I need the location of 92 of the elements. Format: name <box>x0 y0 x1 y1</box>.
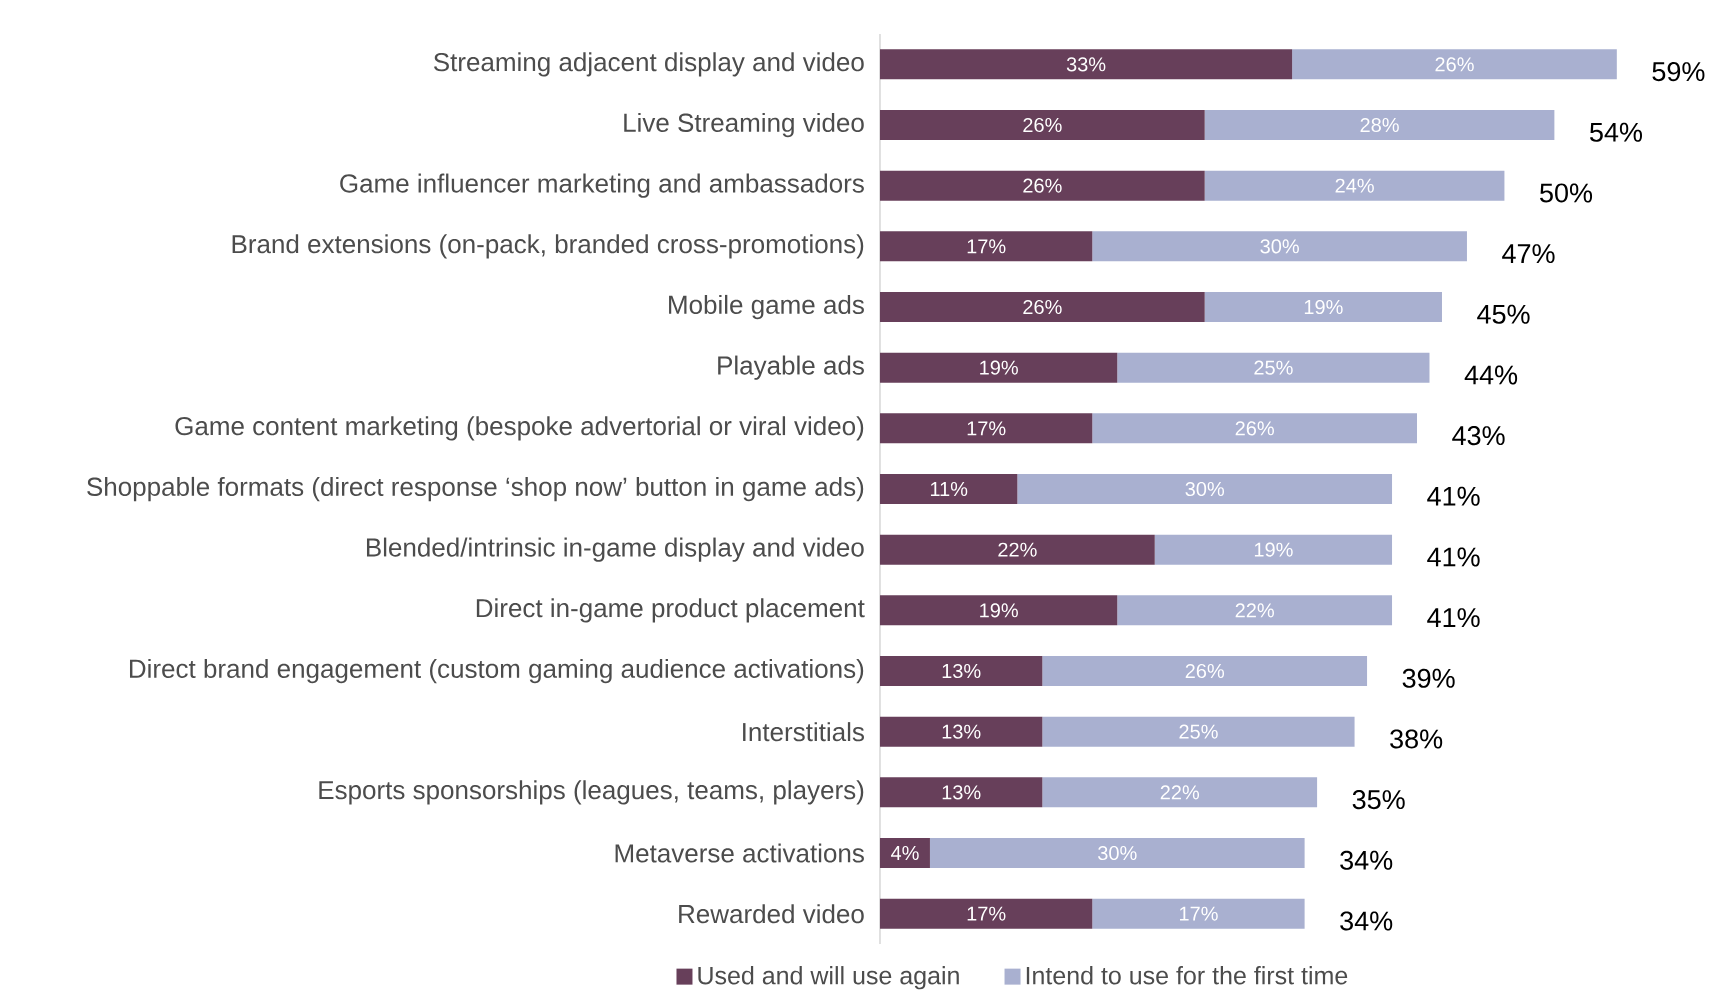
total-label: 41% <box>1427 547 1480 567</box>
bar <box>1117 595 1393 626</box>
bar <box>879 656 1043 687</box>
bar <box>929 838 1305 869</box>
bar <box>1092 898 1305 929</box>
data-label: 4% <box>891 846 919 861</box>
bar <box>879 292 1205 323</box>
bar <box>1092 231 1467 262</box>
data-label: 11% <box>930 481 968 497</box>
total-label: 34% <box>1340 911 1393 931</box>
y-tick-label: Playable ads <box>718 355 864 380</box>
data-label: 24% <box>1335 178 1374 193</box>
total-label: 41% <box>1427 608 1480 628</box>
data-label: 22% <box>1235 603 1274 618</box>
bar <box>879 413 1093 444</box>
data-label: 26% <box>1185 663 1225 679</box>
y-tick-label: Streaming adjacent display and video <box>433 52 864 77</box>
y-tick-label: Game content marketing (bespoke advertorial or viral video) <box>175 416 864 441</box>
y-tick-label: Live Streaming video <box>624 112 864 138</box>
legend-label: Used and will use again <box>698 966 959 990</box>
y-tick-label: Metaverse activations <box>615 843 864 863</box>
bar <box>879 170 1205 201</box>
y-tick-label: Direct in-game product placement <box>476 598 865 623</box>
bar <box>879 595 1118 626</box>
total-label: 35% <box>1352 790 1405 810</box>
data-label: 30% <box>1098 845 1137 861</box>
legend-label: Intend to use for the first time <box>1026 966 1348 985</box>
data-label: 26% <box>1023 178 1062 193</box>
data-label: 25% <box>1179 724 1218 739</box>
total-label: 54% <box>1589 122 1642 142</box>
bar <box>879 777 1043 808</box>
bar <box>879 110 1205 141</box>
y-tick-label: Direct brand engagement (custom gaming audience activations) <box>129 658 864 684</box>
bar <box>1117 352 1430 383</box>
data-label: 26% <box>1023 299 1062 315</box>
data-label: 17% <box>967 906 1006 921</box>
total-label: 47% <box>1502 244 1555 264</box>
data-label: 17% <box>1179 906 1218 921</box>
data-label: 17% <box>967 239 1006 254</box>
total-label: 50% <box>1540 183 1593 203</box>
bar <box>1042 777 1318 808</box>
bar <box>879 898 1093 929</box>
data-label: 13% <box>942 785 981 800</box>
data-label: 30% <box>1260 239 1299 254</box>
y-tick-label: Mobile game ads <box>669 294 864 320</box>
total-label: 44% <box>1464 365 1518 385</box>
y-tick-label: Rewarded video <box>679 904 864 924</box>
data-label: 26% <box>1435 57 1474 72</box>
data-label: 19% <box>980 603 1018 618</box>
total-label: 41% <box>1427 486 1480 506</box>
bar <box>879 716 1043 747</box>
bar <box>1042 656 1368 687</box>
bar <box>879 49 1293 80</box>
bar <box>879 474 1018 505</box>
total-label: 34% <box>1340 850 1393 870</box>
total-label: 45% <box>1477 304 1530 324</box>
y-tick-label: Brand extensions (on-pack, branded cross-promotions) <box>232 234 864 259</box>
bar <box>879 231 1093 262</box>
data-label: 26% <box>1235 421 1274 436</box>
bar <box>879 352 1118 383</box>
bar <box>1204 170 1505 201</box>
data-label: 33% <box>1066 57 1106 72</box>
bar <box>1154 534 1393 565</box>
data-label: 22% <box>1160 785 1200 800</box>
data-label: 19% <box>980 360 1018 375</box>
bar <box>879 534 1155 565</box>
bar <box>1204 110 1555 141</box>
data-label: 25% <box>1254 360 1293 375</box>
data-label: 13% <box>942 724 981 739</box>
total-label: 59% <box>1652 62 1705 82</box>
bar <box>1042 716 1355 747</box>
y-tick-label: Esports sponsorships (leagues, teams, players) <box>319 780 864 805</box>
y-tick-label: Game influencer marketing and ambassadors <box>340 173 864 198</box>
data-label: 22% <box>998 542 1037 557</box>
bar <box>1092 413 1418 444</box>
data-label: 26% <box>1023 117 1062 133</box>
bar <box>1204 292 1442 323</box>
y-tick-label: Shoppable formats (direct response ‘shop now’ button in game ads) <box>87 476 864 502</box>
total-label: 38% <box>1390 729 1443 749</box>
y-tick-label: Blended/intrinsic in-game display and video <box>366 537 864 562</box>
bar <box>1017 474 1393 505</box>
total-label: 43% <box>1452 426 1505 446</box>
data-label: 19% <box>1304 299 1343 315</box>
bar <box>1292 49 1617 80</box>
data-label: 13% <box>942 663 981 679</box>
y-tick-label: Interstitials <box>743 722 864 742</box>
data-label: 28% <box>1360 117 1399 133</box>
bar <box>879 838 930 869</box>
data-label: 17% <box>967 421 1006 436</box>
total-label: 39% <box>1402 668 1455 688</box>
data-label: 19% <box>1254 542 1293 557</box>
data-label: 30% <box>1185 481 1225 497</box>
